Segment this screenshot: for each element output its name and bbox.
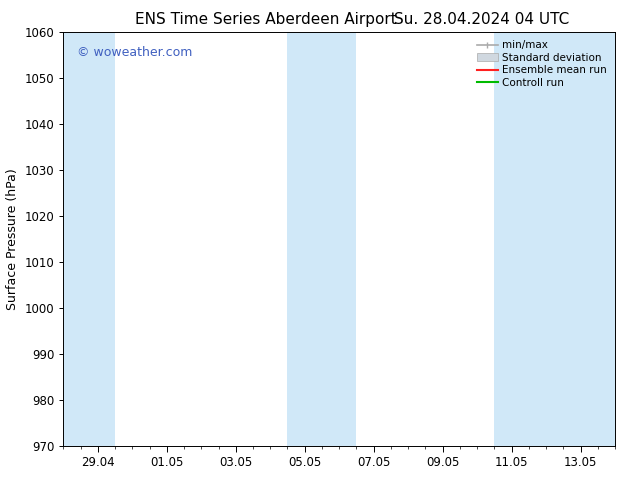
Text: © woweather.com: © woweather.com — [77, 47, 193, 59]
Y-axis label: Surface Pressure (hPa): Surface Pressure (hPa) — [6, 168, 19, 310]
Legend: min/max, Standard deviation, Ensemble mean run, Controll run: min/max, Standard deviation, Ensemble me… — [474, 37, 610, 91]
Bar — [287, 32, 356, 446]
Text: Su. 28.04.2024 04 UTC: Su. 28.04.2024 04 UTC — [394, 12, 569, 27]
Bar — [63, 32, 115, 446]
Text: ENS Time Series Aberdeen Airport: ENS Time Series Aberdeen Airport — [136, 12, 397, 27]
Bar — [495, 32, 615, 446]
